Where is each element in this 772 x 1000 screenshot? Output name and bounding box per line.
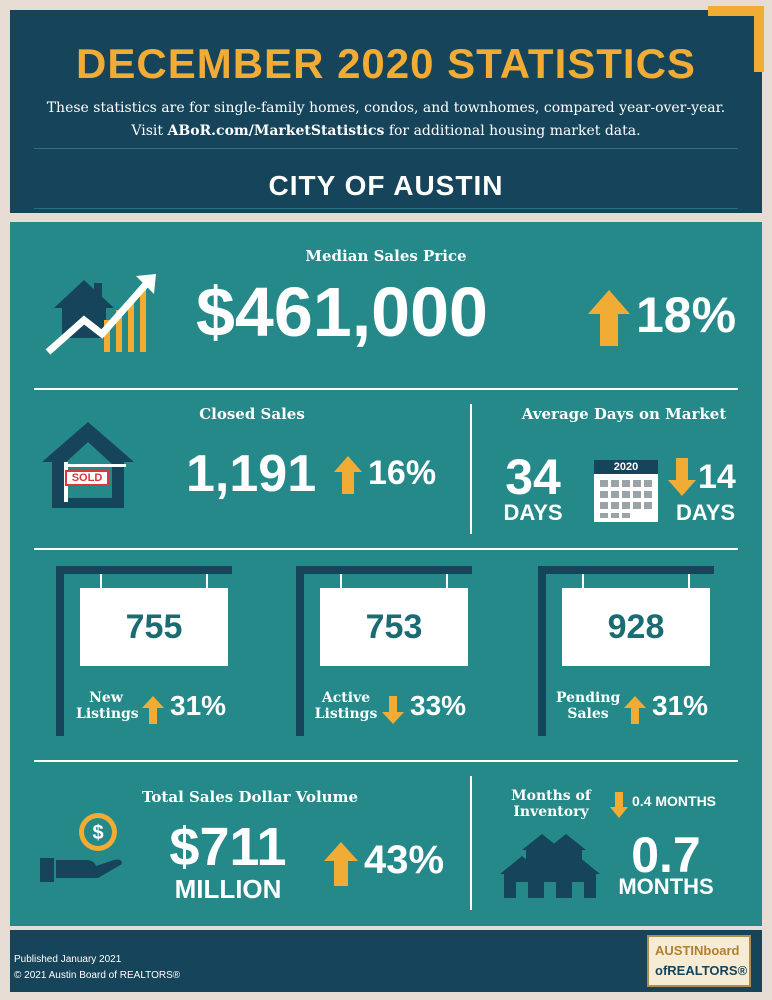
divider-3 <box>34 760 738 762</box>
new-listings-value: 755 <box>125 608 183 646</box>
median-sales-price-change: 18% <box>636 287 737 343</box>
pending-sales-change: 31% <box>652 690 709 721</box>
arrow-up-icon <box>334 456 362 494</box>
calendar-year: 2020 <box>613 461 639 473</box>
total-sales-volume-label: Total Sales Dollar Volume <box>141 788 358 806</box>
total-sales-volume-value: $711 <box>169 817 287 877</box>
closed-sales-value: 1,191 <box>186 445 317 503</box>
arrow-down-icon <box>668 458 696 496</box>
sign-chain <box>446 574 448 588</box>
pending-sales-label-line-1: Pending <box>556 690 621 706</box>
house-growth-icon <box>45 274 156 355</box>
avg-days-unit: DAYS <box>503 500 563 525</box>
sold-sign: SOLD <box>65 470 109 486</box>
region-title: CITY OF AUSTIN <box>268 170 504 201</box>
subtitle-line-1: These statistics are for single-family h… <box>46 100 726 116</box>
logo-line-2: ofREALTORS® <box>655 963 748 978</box>
new-listings-change: 31% <box>170 690 227 721</box>
avg-days-label: Average Days on Market <box>521 405 727 423</box>
months-inventory-value: 0.7 <box>631 827 701 883</box>
avg-days-change: 14 <box>698 458 736 496</box>
avg-days-change-unit: DAYS <box>676 500 736 525</box>
sold-sign-text: SOLD <box>71 472 103 484</box>
active-listings-change: 33% <box>410 690 467 721</box>
copyright-text: © 2021 Austin Board of REALTORS® <box>14 970 181 981</box>
pending-sales-value: 928 <box>607 608 665 646</box>
median-sales-price-value: $461,000 <box>196 273 488 351</box>
houses-icon <box>500 834 600 898</box>
arrow-up-icon <box>324 842 358 886</box>
logo-line-1: AUSTINboard <box>655 943 740 958</box>
divider-1 <box>34 388 738 390</box>
closed-sales-change: 16% <box>368 454 437 492</box>
new-listings-label-line-2: Listings <box>76 706 139 722</box>
arrow-up-icon <box>588 290 630 346</box>
stats-panel <box>10 222 762 926</box>
active-listings-sign: 753 <box>320 588 468 666</box>
money-hand-icon: $ <box>40 813 122 882</box>
arrow-up-icon <box>624 696 646 724</box>
sold-house-icon <box>42 422 134 508</box>
corner-accent <box>708 6 764 72</box>
arrow-down-icon <box>382 696 404 724</box>
months-inventory-unit: MONTHS <box>618 874 714 899</box>
calendar-icon <box>594 460 658 522</box>
divider-vertical-2 <box>470 776 472 910</box>
subtitle-line-2: Visit ABoR.com/MarketStatistics for addi… <box>10 123 762 139</box>
page-title: DECEMBER 2020 STATISTICS <box>76 40 696 87</box>
sign-post <box>538 566 546 736</box>
sign-chain <box>340 574 342 588</box>
months-inventory-label: Months of Inventory <box>506 788 596 820</box>
market-statistics-link[interactable]: ABoR.com/MarketStatistics <box>167 123 385 139</box>
active-listings-label: Active Listings <box>314 690 378 722</box>
total-sales-volume-change: 43% <box>364 838 445 882</box>
header-divider-bottom <box>34 208 738 209</box>
sign-chain <box>206 574 208 588</box>
sign-bar <box>538 566 714 574</box>
subtitle-rest: for additional housing market data. <box>388 123 641 139</box>
divider-2 <box>34 548 738 550</box>
active-listings-label-line-1: Active <box>321 690 371 706</box>
new-listings-label-line-1: New <box>89 690 123 706</box>
subtitle-visit: Visit <box>131 123 164 139</box>
months-inventory-change: 0.4 MONTHS <box>632 793 717 809</box>
total-sales-volume-unit: MILLION <box>174 874 282 904</box>
svg-text:$: $ <box>92 822 103 844</box>
sign-bar <box>296 566 472 574</box>
arrow-up-icon <box>142 696 164 724</box>
sign-post <box>56 566 64 736</box>
abor-logo[interactable]: AUSTINboard ofREALTORS® <box>647 935 751 987</box>
sign-chain <box>582 574 584 588</box>
median-sales-price-label: Median Sales Price <box>305 247 467 265</box>
new-listings-label: New Listings <box>76 690 139 722</box>
footer <box>10 930 762 992</box>
months-inventory-label-line-2: Inventory <box>513 804 589 820</box>
sign-chain <box>100 574 102 588</box>
sign-bar <box>56 566 232 574</box>
header-panel: DECEMBER 2020 STATISTICS These statistic… <box>10 10 762 213</box>
active-listings-value: 753 <box>365 608 423 646</box>
months-inventory-label-line-1: Months of <box>511 788 591 804</box>
arrow-down-icon <box>610 792 628 818</box>
avg-days-value: 34 <box>505 449 561 505</box>
pending-sales-sign: 928 <box>562 588 710 666</box>
header-divider-top <box>34 148 738 149</box>
pending-sales-label: Pending Sales <box>556 690 620 722</box>
published-date: Published January 2021 <box>14 954 122 965</box>
sign-chain <box>688 574 690 588</box>
new-listings-sign: 755 <box>80 588 228 666</box>
closed-sales-label: Closed Sales <box>199 405 305 423</box>
sign-post <box>296 566 304 736</box>
pending-sales-label-line-2: Sales <box>567 706 609 722</box>
divider-vertical-1 <box>470 404 472 534</box>
active-listings-label-line-2: Listings <box>314 706 378 722</box>
